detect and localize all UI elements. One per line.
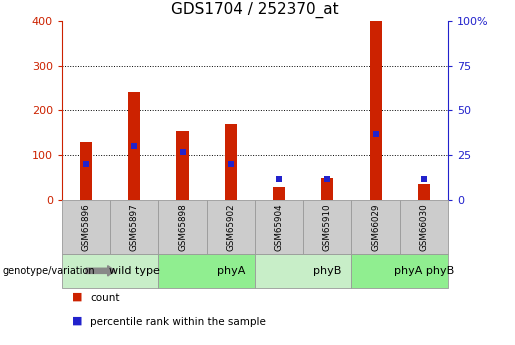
FancyArrow shape <box>86 266 115 276</box>
Bar <box>351 254 448 288</box>
Point <box>323 176 332 181</box>
Text: ■: ■ <box>72 316 82 326</box>
Point <box>420 176 428 181</box>
Bar <box>255 254 351 288</box>
Text: GSM65902: GSM65902 <box>226 203 235 251</box>
Text: wild type: wild type <box>109 266 160 276</box>
Text: count: count <box>90 293 119 303</box>
Text: GSM65910: GSM65910 <box>323 203 332 251</box>
Point <box>178 149 186 155</box>
Text: ■: ■ <box>72 292 82 302</box>
Text: genotype/variation: genotype/variation <box>3 266 95 276</box>
Text: GSM65904: GSM65904 <box>274 203 284 251</box>
Text: phyA phyB: phyA phyB <box>394 266 454 276</box>
Point <box>371 131 380 137</box>
Text: percentile rank within the sample: percentile rank within the sample <box>90 317 266 327</box>
Bar <box>400 200 448 254</box>
Bar <box>351 200 400 254</box>
Bar <box>207 200 255 254</box>
Text: GSM65897: GSM65897 <box>130 203 139 251</box>
Bar <box>159 254 255 288</box>
Point <box>227 161 235 167</box>
Bar <box>303 200 351 254</box>
Point <box>82 161 90 167</box>
Bar <box>321 178 333 200</box>
Bar <box>255 200 303 254</box>
Text: GSM65898: GSM65898 <box>178 203 187 251</box>
Text: GSM65896: GSM65896 <box>81 203 91 251</box>
Text: GSM66030: GSM66030 <box>419 203 428 251</box>
Bar <box>110 200 159 254</box>
Bar <box>80 142 92 200</box>
Point <box>130 144 139 149</box>
Title: GDS1704 / 252370_at: GDS1704 / 252370_at <box>171 2 339 18</box>
Text: GSM66029: GSM66029 <box>371 203 380 250</box>
Bar <box>62 254 159 288</box>
Bar <box>128 92 140 200</box>
Bar <box>159 200 207 254</box>
Point <box>275 176 283 181</box>
Bar <box>62 200 110 254</box>
Bar <box>370 21 382 200</box>
Text: phyB: phyB <box>313 266 341 276</box>
Bar <box>177 131 188 200</box>
Bar <box>418 184 430 200</box>
Bar <box>273 187 285 200</box>
Bar <box>225 124 237 200</box>
Text: phyA: phyA <box>217 266 245 276</box>
